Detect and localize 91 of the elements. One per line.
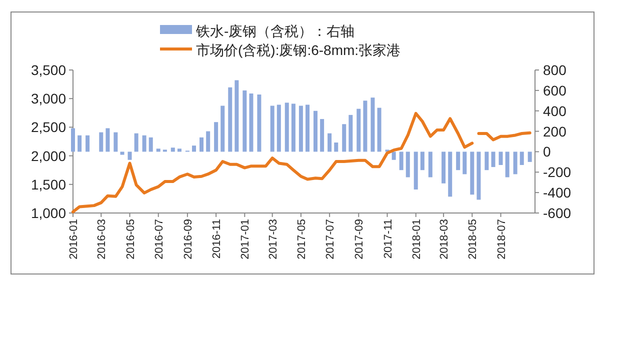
x-tick-label: 2017-09 [354,219,366,260]
x-tick-label: 2016-03 [96,219,108,260]
bar [106,128,110,152]
y2-tick-label: 600 [543,82,567,98]
y2-tick-label: 200 [543,123,567,140]
bar [328,133,332,152]
bar [528,152,532,162]
bar [484,152,489,170]
bar [78,135,82,152]
y2-tick-label: -600 [543,205,572,221]
bar [120,152,124,155]
x-tick-label: 2016-11 [211,219,224,259]
bar [420,152,424,170]
y-tick-label: 3,000 [30,90,66,107]
bar [470,152,474,195]
bar [298,106,303,152]
x-tick-label: 2018-01 [410,219,423,260]
y2-tick-label: 800 [543,62,567,78]
bar [348,114,353,152]
bar [156,148,160,152]
bar [291,104,296,152]
bar [320,119,324,152]
bar [505,152,510,178]
bar [414,152,418,190]
x-tick-label: 2018-07 [496,219,508,260]
y-tick-label: 2,500 [30,119,66,136]
bar [520,152,524,165]
bar [234,80,239,152]
bar [270,106,274,152]
bar [513,152,518,174]
y2-tick-label: -400 [543,184,572,201]
x-tick-label: 2018-03 [438,219,451,260]
bar [99,132,104,152]
bar [206,131,210,152]
y2-tick-label: 0 [543,144,551,160]
legend-label: 市场价(含税):废钢:6-8mm:张家港 [196,42,401,58]
bar [462,152,467,174]
bar [476,152,481,200]
bar [220,106,225,152]
x-tick-label: 2017-01 [240,219,252,260]
x-tick-label: 2016-07 [153,219,166,260]
legend-label: 铁水-废钢（含税）：右轴 [195,23,355,39]
x-tick-label: 2016-09 [182,219,194,260]
bar [114,132,118,152]
bar [456,152,460,170]
bar [370,98,375,152]
bar [448,152,452,197]
bar [313,110,318,152]
x-tick-label: 2017-07 [324,219,337,260]
bar [306,104,310,152]
bar [334,142,338,152]
bar [170,148,175,152]
bar [214,122,218,152]
bar [392,152,396,160]
bar [491,152,496,168]
bar [428,152,432,178]
x-tick-label: 2016-05 [124,219,137,260]
bar [142,135,146,152]
bar [442,152,446,184]
bar [71,128,75,152]
bar [200,137,204,152]
x-tick-label: 2017-11 [382,219,394,259]
x-tick-label: 2018-05 [467,219,480,260]
bar [148,137,153,152]
bar [134,133,138,152]
bar [128,152,132,160]
x-tick-label: 2016-01 [68,219,80,260]
y2-tick-label: 400 [543,102,567,119]
bar [177,148,182,152]
y-tick-label: 3,500 [30,62,66,78]
bar [86,135,90,152]
y-tick-label: 1,500 [30,176,66,192]
bar [342,124,346,152]
bar [356,108,361,152]
bar [228,87,232,152]
y-tick-label: 2,000 [30,148,66,164]
bar [406,152,410,178]
bar [377,108,382,152]
bar [249,93,254,152]
bar [192,146,196,152]
x-tick-label: 2017-05 [296,219,308,260]
x-tick-label: 2017-03 [267,219,280,260]
bar [399,152,404,170]
bar [257,94,262,152]
bar [284,102,289,152]
bar [363,100,368,152]
bar [498,152,503,165]
y2-tick-label: -200 [543,164,572,180]
bar [276,104,281,152]
bar [242,90,247,152]
y-tick-label: 1,000 [30,205,66,221]
